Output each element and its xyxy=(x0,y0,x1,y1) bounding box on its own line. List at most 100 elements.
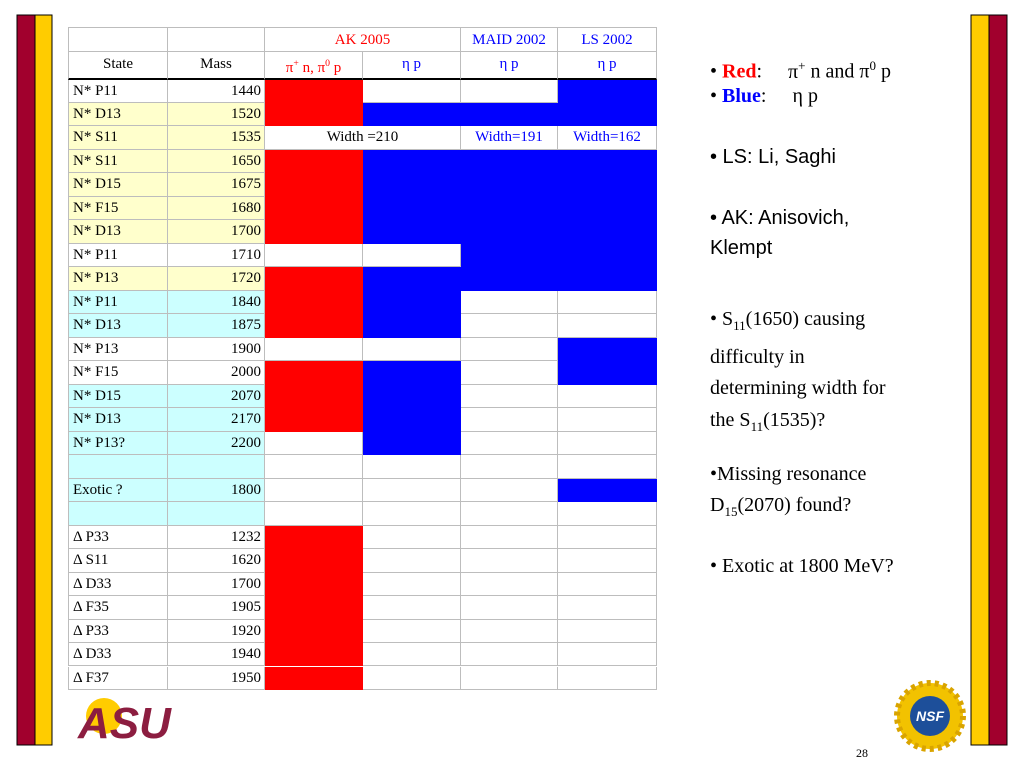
flag-cell xyxy=(265,455,363,479)
state-cell: N* P11 xyxy=(68,79,168,103)
flag-cell xyxy=(265,549,363,573)
group-header: MAID 2002 xyxy=(461,27,558,52)
flag-cell xyxy=(558,431,657,456)
bullet: • Red: π+ n and π0 p xyxy=(710,51,972,87)
flag-cell xyxy=(558,361,657,385)
mass-cell: 1675 xyxy=(168,173,265,197)
flag-cell xyxy=(363,408,461,432)
state-cell: N* F15 xyxy=(68,361,168,385)
text-run: : xyxy=(756,60,763,83)
flag-cell xyxy=(461,361,558,385)
text-run: p xyxy=(330,60,342,76)
text-run: n, π xyxy=(298,60,326,76)
mass-cell: 1710 xyxy=(168,243,265,268)
flag-cell xyxy=(461,384,558,409)
flag-cell xyxy=(363,666,461,690)
state-cell: Δ F37 xyxy=(68,666,168,690)
bullet: • Exotic at 1800 MeV? xyxy=(710,551,972,581)
flag-cell xyxy=(558,455,657,479)
flag-cell xyxy=(558,220,657,244)
text-run: • S xyxy=(710,308,734,330)
flag-cell xyxy=(363,525,461,550)
mass-cell: 1620 xyxy=(168,549,265,573)
bullet-line: • Exotic at 1800 MeV? xyxy=(710,551,972,581)
state-cell: N* S11 xyxy=(68,126,168,150)
flag-cell xyxy=(265,314,363,338)
text-run: 11 xyxy=(733,318,746,333)
width-cell: Width=162 xyxy=(558,126,657,150)
text-run: (1535)? xyxy=(763,408,826,431)
sub-header: π+ n, π0 p xyxy=(265,52,363,80)
flag-cell xyxy=(363,196,461,221)
flag-cell xyxy=(558,290,657,315)
flag-cell xyxy=(363,173,461,197)
flag-cell xyxy=(265,243,363,268)
text-run: : xyxy=(760,85,767,107)
flag-cell xyxy=(265,596,363,620)
mass-cell xyxy=(168,502,265,526)
flag-cell xyxy=(461,431,558,456)
asu-sun xyxy=(86,698,122,734)
bullet: • S11(1650) causing difficulty in determin… xyxy=(710,304,972,442)
flag-cell xyxy=(558,502,657,526)
flag-cell xyxy=(265,408,363,432)
mass-cell: 1232 xyxy=(168,525,265,550)
bullet-line: • S11(1650) causing xyxy=(710,304,972,342)
flag-cell xyxy=(461,196,558,221)
text-run: η p xyxy=(792,85,818,107)
asu-logo: ASU xyxy=(77,698,172,748)
mass-cell: 1535 xyxy=(168,126,265,150)
text-run: Klempt xyxy=(710,237,773,259)
bullet-line: the S11(1535)? xyxy=(710,405,972,443)
text-run: 11 xyxy=(750,418,764,434)
state-cell: Δ D33 xyxy=(68,572,168,597)
flag-cell xyxy=(363,572,461,597)
flag-cell xyxy=(461,173,558,197)
text-run: (2070) found? xyxy=(737,494,852,516)
header-state: State xyxy=(68,52,168,80)
bullet: • LS: Li, Saghi xyxy=(710,142,972,172)
mass-cell: 1650 xyxy=(168,149,265,174)
width-cell: Width=191 xyxy=(461,126,558,150)
group-header: LS 2002 xyxy=(558,27,657,52)
flag-cell xyxy=(363,79,461,103)
flag-cell xyxy=(461,220,558,244)
flag-cell xyxy=(558,549,657,573)
flag-cell xyxy=(265,79,363,103)
mass-cell: 1900 xyxy=(168,337,265,362)
state-cell: Δ F35 xyxy=(68,596,168,620)
state-cell: Δ P33 xyxy=(68,525,168,550)
flag-cell xyxy=(265,290,363,315)
header-mass: Mass xyxy=(168,52,265,80)
flag-cell xyxy=(461,79,558,103)
flag-cell xyxy=(265,643,363,667)
flag-cell xyxy=(265,196,363,221)
state-cell: Exotic ? xyxy=(68,478,168,503)
flag-cell xyxy=(558,478,657,503)
flag-cell xyxy=(558,572,657,597)
mass-cell: 1950 xyxy=(168,666,265,690)
bullet-line: Klempt xyxy=(710,233,972,263)
flag-cell xyxy=(558,196,657,221)
text-run: η p xyxy=(499,56,519,72)
flag-cell xyxy=(461,290,558,315)
width-cell: Width =210 xyxy=(265,126,461,150)
flag-cell xyxy=(363,549,461,573)
flag-cell xyxy=(363,596,461,620)
mass-cell: 2200 xyxy=(168,431,265,456)
text-run: η p xyxy=(597,56,617,72)
flag-cell xyxy=(461,267,558,291)
flag-cell xyxy=(558,619,657,643)
state-cell: N* D13 xyxy=(68,314,168,338)
flag-cell xyxy=(558,384,657,409)
text-run: + xyxy=(293,58,299,69)
state-cell: N* P13 xyxy=(68,337,168,362)
text-run: 15 xyxy=(724,504,738,519)
text-run: η p xyxy=(401,56,422,72)
mass-cell: 1700 xyxy=(168,572,265,597)
flag-cell xyxy=(265,102,363,127)
right-bar-red xyxy=(988,14,1008,746)
mass-cell: 2000 xyxy=(168,361,265,385)
bullet-line: • AK: Anisovich, xyxy=(710,203,972,233)
